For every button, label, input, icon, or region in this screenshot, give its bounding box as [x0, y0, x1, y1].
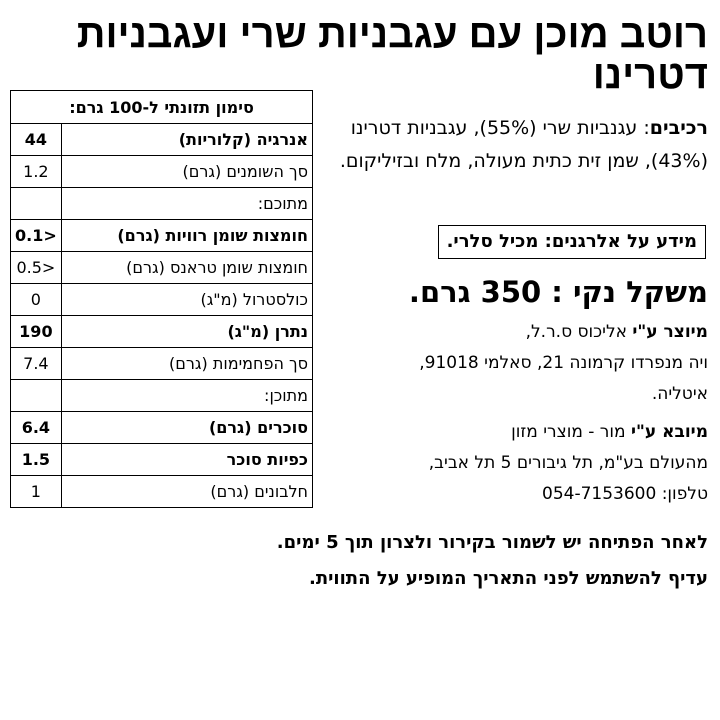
nutrition-row: סך השומנים (גרם) 1.2 [10, 155, 314, 188]
storage-line-2: עדיף להשתמש לפני התאריך המופיע על התווית… [308, 568, 708, 589]
nutrient-label: מתוכן: [60, 379, 314, 412]
nutrient-label: כפיות סוכר [60, 443, 314, 476]
nutrient-label: חומצות שומן רוויות (גרם) [60, 219, 314, 252]
allergen-info: מידע על אלרגנים: מכיל סלרי. [437, 225, 706, 259]
manufacturer-address: ויה מנפרדו קרמונה 21, סאלמי 91018, [419, 353, 708, 373]
nutrient-value: 0.1> [10, 219, 62, 252]
nutrient-label: חלבונים (גרם) [60, 475, 314, 508]
nutrition-header: סימון תזונתי ל-100 גרם: [10, 90, 313, 124]
importer-info: מיובא ע"י מור - מוצרי מזון מהעולם בע"מ, … [336, 417, 708, 510]
ingredients-text: : עגנביות שרי (55%), עגבניות דטרינו (43%… [339, 117, 708, 172]
nutrient-value: 190 [10, 315, 62, 348]
product-title: רוטב מוכן עם עגבניות שרי ועגבניות דטרינו [76, 12, 708, 97]
ingredients-label: רכיבים [649, 117, 708, 139]
storage-instructions: לאחר הפתיחה יש לשמור בקירור ולצרון תוך 5… [8, 525, 708, 597]
nutrient-value: 1.2 [10, 155, 62, 188]
nutrition-row: כפיות סוכר 1.5 [10, 443, 314, 476]
nutrition-row: סוכרים (גרם) 6.4 [10, 411, 314, 444]
nutrient-label: נתרן (מ"ג) [60, 315, 314, 348]
nutrient-label: אנרגיה (קלוריות) [60, 123, 314, 156]
storage-line-1: לאחר הפתיחה יש לשמור בקירור ולצרון תוך 5… [276, 532, 708, 553]
nutrient-value: 6.4 [10, 411, 62, 444]
nutrient-value: 0.5> [10, 251, 62, 284]
nutrition-row: חומצות שומן רוויות (גרם) 0.1> [10, 219, 314, 252]
nutrient-label: סוכרים (גרם) [60, 411, 314, 444]
ingredients: רכיבים: עגנביות שרי (55%), עגבניות דטרינ… [336, 112, 708, 178]
manufacturer-label: מיוצר ע"י [632, 322, 708, 342]
nutrition-row: סך הפחמימות (גרם) 7.4 [10, 347, 314, 380]
nutrition-row: חומצות שומן טראנס (גרם) 0.5> [10, 251, 314, 284]
net-weight: משקל נקי : 350 גרם. [408, 275, 708, 309]
nutrient-value: 7.4 [10, 347, 62, 380]
nutrition-row: כולסטרול (מ"ג) 0 [10, 283, 314, 316]
nutrition-row: חלבונים (גרם) 1 [10, 475, 314, 508]
nutrition-row: מתוכן: [10, 379, 314, 412]
manufacturer-country: איטליה. [651, 384, 708, 404]
nutrient-label: סך השומנים (גרם) [60, 155, 314, 188]
nutrient-value [10, 187, 62, 220]
nutrition-table: סימון תזונתי ל-100 גרם: אנרגיה (קלוריות)… [10, 90, 314, 508]
nutrient-value: 0 [10, 283, 62, 316]
nutrient-value [10, 379, 62, 412]
importer-address: מהעולם בע"מ, תל גיבורים 5 תל אביב, [428, 453, 708, 473]
nutrient-label: כולסטרול (מ"ג) [60, 283, 314, 316]
nutrient-value: 1.5 [10, 443, 62, 476]
nutrient-value: 1 [10, 475, 62, 508]
nutrition-row: אנרגיה (קלוריות) 44 [10, 123, 314, 156]
nutrient-label: סך הפחמימות (גרם) [60, 347, 314, 380]
nutrient-label: חומצות שומן טראנס (גרם) [60, 251, 314, 284]
nutrition-row: נתרן (מ"ג) 190 [10, 315, 314, 348]
importer-phone: טלפון: 054-7153600 [542, 484, 708, 504]
nutrient-value: 44 [10, 123, 62, 156]
importer-name: מור - מוצרי מזון [511, 422, 631, 442]
nutrient-label: מתוכם: [60, 187, 314, 220]
importer-label: מיובא ע"י [631, 422, 708, 442]
nutrition-row: מתוכם: [10, 187, 314, 220]
manufacturer-name: אליכוס ס.ר.ל, [525, 322, 633, 342]
manufacturer-info: מיוצר ע"י אליכוס ס.ר.ל, ויה מנפרדו קרמונ… [336, 317, 708, 410]
